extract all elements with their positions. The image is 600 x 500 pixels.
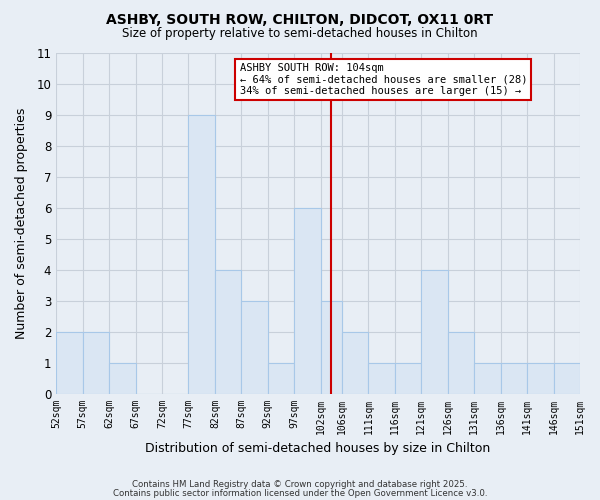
Bar — [342, 332, 368, 394]
Text: Size of property relative to semi-detached houses in Chilton: Size of property relative to semi-detach… — [122, 28, 478, 40]
Bar — [188, 114, 215, 394]
Bar — [109, 362, 136, 394]
Text: Contains HM Land Registry data © Crown copyright and database right 2025.: Contains HM Land Registry data © Crown c… — [132, 480, 468, 489]
Bar — [215, 270, 241, 394]
Bar — [83, 332, 109, 394]
Y-axis label: Number of semi-detached properties: Number of semi-detached properties — [15, 108, 28, 338]
Bar — [448, 332, 474, 394]
Bar — [500, 362, 527, 394]
Bar — [294, 208, 321, 394]
Bar — [56, 332, 83, 394]
Bar — [268, 362, 294, 394]
Bar — [421, 270, 448, 394]
Bar — [395, 362, 421, 394]
Bar — [474, 362, 500, 394]
Text: Contains public sector information licensed under the Open Government Licence v3: Contains public sector information licen… — [113, 489, 487, 498]
Bar — [554, 362, 580, 394]
X-axis label: Distribution of semi-detached houses by size in Chilton: Distribution of semi-detached houses by … — [145, 442, 491, 455]
Bar — [368, 362, 395, 394]
Bar — [321, 300, 342, 394]
Bar — [241, 300, 268, 394]
Text: ASHBY SOUTH ROW: 104sqm
← 64% of semi-detached houses are smaller (28)
34% of se: ASHBY SOUTH ROW: 104sqm ← 64% of semi-de… — [239, 62, 527, 96]
Text: ASHBY, SOUTH ROW, CHILTON, DIDCOT, OX11 0RT: ASHBY, SOUTH ROW, CHILTON, DIDCOT, OX11 … — [106, 12, 494, 26]
Bar — [527, 362, 554, 394]
